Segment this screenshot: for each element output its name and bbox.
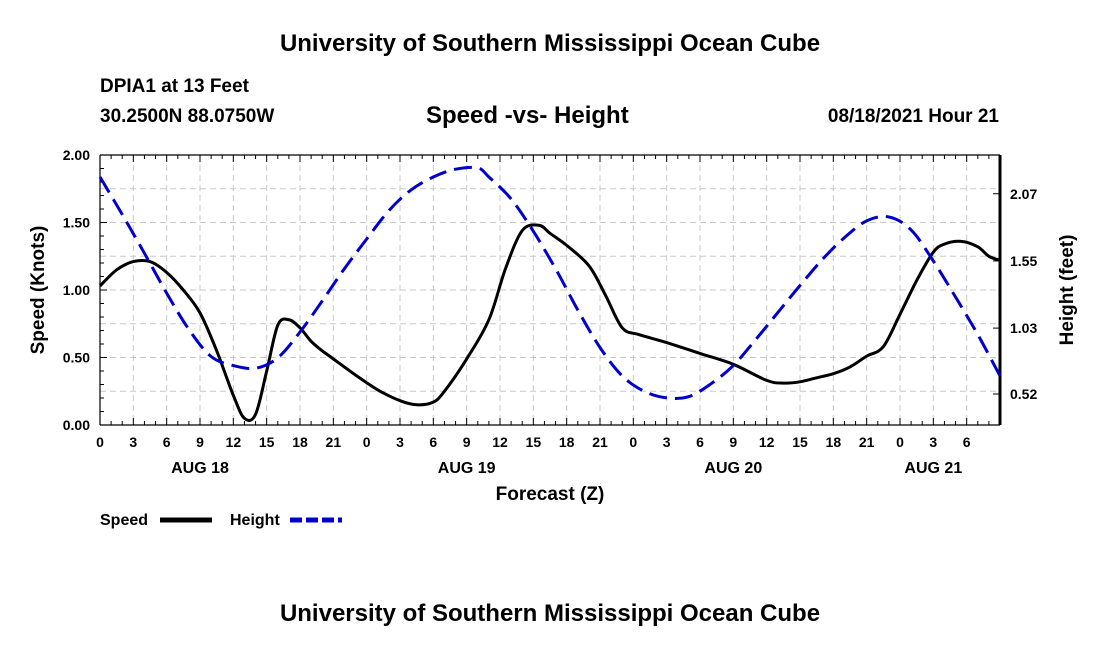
x-axis-title: Forecast (Z) [496, 484, 605, 505]
forecast-datetime: 08/18/2021 Hour 21 [827, 106, 999, 127]
y2-tick-label: 2.07 [1010, 186, 1037, 202]
x-tick-label: 3 [663, 434, 671, 450]
x-tick-label: 3 [396, 434, 404, 450]
header-title: University of Southern Mississippi Ocean… [279, 30, 821, 57]
x-tick-label: 18 [826, 434, 842, 450]
grid [100, 155, 1000, 425]
x-tick-label: 6 [963, 434, 971, 450]
y-tick-label: 2.00 [63, 147, 90, 163]
legend: Speed Height [100, 512, 342, 529]
series-line-height [98, 165, 1002, 400]
station-coordinates: 30.2500N 88.0750W [100, 106, 275, 127]
series-line-speed [98, 223, 1001, 422]
axes [99, 154, 1002, 426]
y2-tick-label: 1.03 [1010, 320, 1037, 336]
y-tick-label: 0.50 [63, 350, 90, 366]
y-tick-label: 1.50 [63, 215, 90, 231]
y2-tick-label: 1.55 [1010, 253, 1037, 269]
x-tick-label: 12 [759, 434, 775, 450]
date-label: AUG 21 [904, 460, 962, 477]
station-id: DPIA1 at 13 Feet [100, 76, 249, 97]
y2-tick-label: 0.52 [1010, 386, 1037, 402]
x-tick-label: 9 [196, 434, 204, 450]
axis-labels: 0.00 0.50 1.00 1.50 2.00 0.52 1.03 1.55 2.07 0 3 6 9… [28, 147, 1078, 505]
x-tick-label: 3 [129, 434, 137, 450]
chart-title: Speed -vs- Height [426, 102, 629, 129]
x-tick-label: 6 [163, 434, 171, 450]
x-tick-label: 0 [363, 434, 371, 450]
legend-height-label: Height [230, 512, 280, 529]
x-tick-label: 0 [629, 434, 637, 450]
x-tick-label: 15 [792, 434, 808, 450]
x-tick-label: 12 [226, 434, 242, 450]
date-label: AUG 18 [171, 460, 229, 477]
y2-axis-title: Height (feet) [1057, 235, 1078, 346]
x-tick-label: 21 [859, 434, 875, 450]
x-tick-label: 3 [929, 434, 937, 450]
footer-title: University of Southern Mississippi Ocean… [279, 600, 821, 627]
x-tick-label: 12 [492, 434, 508, 450]
y-axis-title: Speed (Knots) [28, 226, 49, 355]
x-tick-label: 9 [463, 434, 471, 450]
series [98, 165, 1002, 422]
x-tick-label: 15 [526, 434, 542, 450]
legend-speed-label: Speed [100, 512, 148, 529]
date-label: AUG 20 [704, 460, 762, 477]
x-tick-label: 6 [429, 434, 437, 450]
x-tick-label: 18 [559, 434, 575, 450]
y-tick-label: 1.00 [63, 282, 90, 298]
x-tick-label: 0 [896, 434, 904, 450]
x-tick-label: 6 [696, 434, 704, 450]
x-tick-label: 0 [96, 434, 104, 450]
y-tick-label: 0.00 [63, 417, 90, 433]
x-tick-label: 15 [259, 434, 275, 450]
x-tick-label: 18 [292, 434, 308, 450]
x-tick-label: 9 [729, 434, 737, 450]
x-tick-label: 21 [326, 434, 342, 450]
date-label: AUG 19 [438, 460, 496, 477]
x-tick-label: 21 [592, 434, 608, 450]
